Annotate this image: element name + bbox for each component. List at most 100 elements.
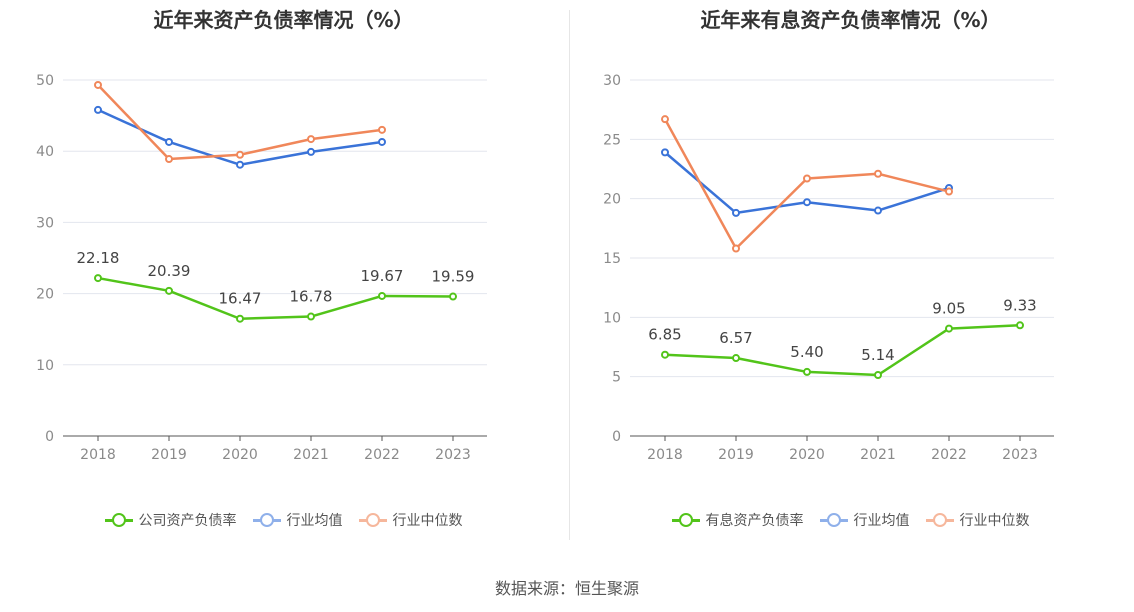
data-point — [945, 324, 953, 333]
data-point — [874, 206, 882, 215]
y-tick-label: 40 — [36, 144, 54, 160]
y-tick-label: 15 — [603, 251, 621, 267]
chart-title: 近年来有息资产负债率情况（%） — [700, 8, 1001, 32]
data-point — [732, 244, 740, 253]
data-point — [874, 371, 882, 380]
data-point — [307, 147, 315, 156]
data-point — [803, 198, 811, 207]
legend-marker — [111, 513, 126, 527]
chart-legend: 公司资产负债率 行业均值 行业中位数 — [0, 510, 567, 530]
y-tick-label: 30 — [603, 73, 621, 89]
y-tick-label: 30 — [36, 215, 54, 231]
x-tick-label: 2023 — [1002, 447, 1038, 463]
data-label: 9.33 — [1003, 296, 1036, 314]
data-point — [307, 135, 315, 144]
x-tick-label: 2019 — [151, 447, 187, 463]
data-label: 6.85 — [648, 326, 681, 344]
legend-symbol-icon — [819, 512, 848, 528]
legend-item[interactable]: 行业中位数 — [925, 510, 1030, 530]
x-tick-label: 2021 — [860, 447, 896, 463]
legend-symbol-icon — [925, 512, 954, 528]
data-point — [803, 367, 811, 376]
chart-legend: 有息资产负债率 行业均值 行业中位数 — [567, 510, 1134, 530]
panel-divider — [569, 10, 570, 540]
series-line — [97, 276, 454, 320]
chart-panel-interest-debt-ratio: 近年来有息资产负债率情况（%） 0 5 10 15 20 25 30 2018 2019 2020… — [567, 0, 1134, 560]
x-tick-label: 2020 — [789, 447, 825, 463]
line-chart-debt-ratio: 0 10 20 30 40 50 2018 2019 2020 2021 2022 2023 22.18… — [36, 73, 487, 463]
data-point — [236, 150, 244, 159]
x-tick-label: 2022 — [364, 447, 400, 463]
legend-marker — [932, 513, 947, 527]
y-tick-label: 20 — [603, 192, 621, 208]
data-point — [236, 314, 244, 323]
data-label: 16.78 — [290, 288, 333, 306]
chart-title: 近年来资产负债率情况（%） — [153, 8, 414, 32]
legend-item[interactable]: 行业均值 — [819, 510, 910, 530]
x-tick-label: 2020 — [222, 447, 258, 463]
data-point — [732, 208, 740, 217]
legend-item[interactable]: 行业中位数 — [358, 510, 463, 530]
data-label: 6.57 — [719, 329, 752, 347]
legend-label: 行业中位数 — [392, 513, 463, 529]
data-point — [94, 80, 102, 89]
x-tick-label: 2019 — [718, 447, 754, 463]
data-label: 9.05 — [932, 300, 965, 318]
x-tick-label: 2022 — [931, 447, 967, 463]
x-tick-label: 2023 — [435, 447, 471, 463]
data-label: 19.59 — [432, 268, 475, 286]
data-point — [661, 350, 669, 359]
legend-label: 公司资产负债率 — [138, 513, 237, 529]
data-point — [1016, 321, 1024, 330]
data-label: 16.47 — [219, 290, 262, 308]
y-tick-label: 10 — [36, 358, 54, 374]
y-tick-label: 20 — [36, 287, 54, 303]
data-point — [874, 169, 882, 178]
legend-item[interactable]: 有息资产负债率 — [671, 510, 804, 530]
data-label: 5.14 — [861, 346, 894, 364]
data-point — [94, 105, 102, 114]
y-tick-label: 0 — [45, 429, 54, 445]
line-chart-interest-debt-ratio: 0 5 10 15 20 25 30 2018 2019 2020 2021 2022 2023 6.85… — [603, 73, 1054, 463]
series-line — [663, 118, 950, 250]
data-point — [165, 286, 173, 295]
data-point — [94, 274, 102, 283]
data-label: 20.39 — [148, 262, 191, 280]
data-label: 22.18 — [77, 249, 120, 267]
legend-item[interactable]: 公司资产负债率 — [104, 510, 237, 530]
legend-symbol-icon — [104, 512, 133, 528]
data-label: 19.67 — [361, 267, 404, 285]
data-source-note: 数据来源：恒生聚源 — [494, 579, 639, 598]
legend-marker — [678, 513, 693, 527]
data-point — [378, 125, 386, 134]
legend-symbol-icon — [252, 512, 281, 528]
data-point — [165, 155, 173, 164]
data-point — [378, 137, 386, 146]
legend-label: 行业均值 — [853, 513, 910, 529]
legend-marker — [259, 513, 274, 527]
y-tick-label: 50 — [36, 73, 54, 89]
data-point — [236, 160, 244, 169]
legend-label: 行业均值 — [286, 513, 343, 529]
x-tick-label: 2018 — [80, 447, 116, 463]
data-point — [449, 292, 457, 301]
y-tick-label: 5 — [612, 370, 621, 386]
data-point — [307, 312, 315, 321]
legend-label: 行业中位数 — [959, 513, 1030, 529]
y-tick-label: 0 — [612, 429, 621, 445]
x-tick-label: 2021 — [293, 447, 329, 463]
data-point — [378, 291, 386, 300]
data-point — [945, 187, 953, 196]
data-point — [732, 354, 740, 363]
legend-marker — [826, 513, 841, 527]
chart-panel-debt-ratio: 近年来资产负债率情况（%） 0 10 20 30 40 50 2018 2019 2020 202… — [0, 0, 567, 560]
legend-label: 有息资产负债率 — [705, 513, 804, 529]
legend-symbol-icon — [671, 512, 700, 528]
data-point — [803, 174, 811, 183]
legend-symbol-icon — [358, 512, 387, 528]
data-label: 5.40 — [790, 343, 823, 361]
data-point — [165, 137, 173, 146]
legend-item[interactable]: 行业均值 — [252, 510, 343, 530]
data-point — [661, 148, 669, 157]
x-tick-label: 2018 — [647, 447, 683, 463]
